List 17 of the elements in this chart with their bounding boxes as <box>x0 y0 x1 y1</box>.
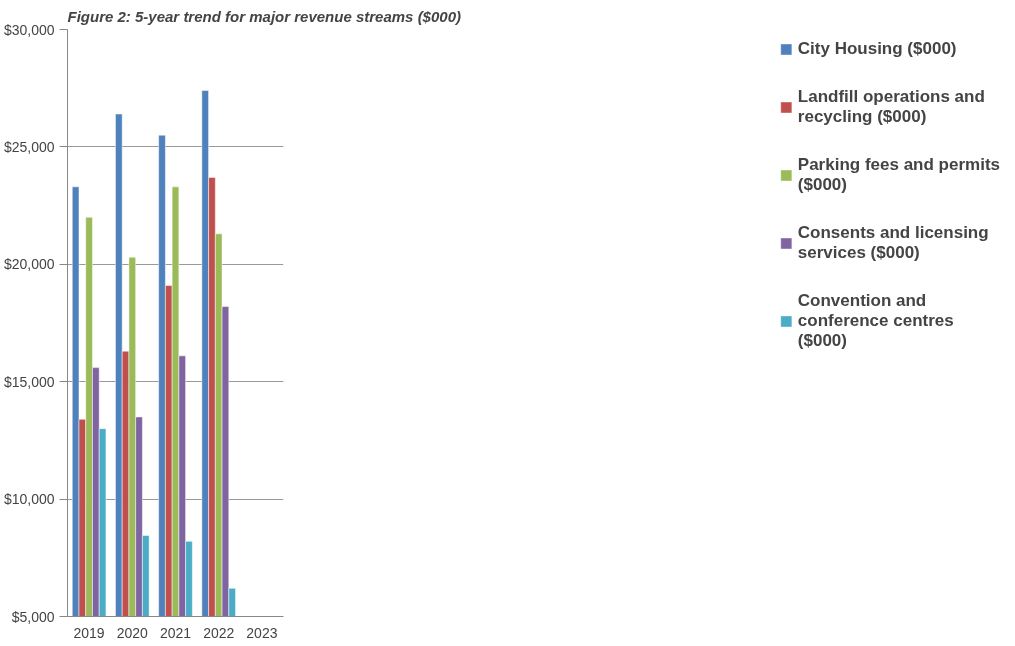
legend-label: Convention and conference centres ($000) <box>797 291 954 351</box>
legend-label: Consents and licensing services ($000) <box>797 223 989 263</box>
y-tick-label: $20,000 <box>3 256 55 273</box>
legend-label: Landfill operations and recycling ($000) <box>797 87 985 127</box>
y-tick-label: $10,000 <box>3 491 55 508</box>
legend-label: Parking fees and permits ($000) <box>797 155 1000 195</box>
x-tick-label: 2020 <box>116 624 149 641</box>
y-tick-label: $30,000 <box>3 21 55 38</box>
y-tick-label: $5,000 <box>11 608 55 625</box>
x-tick-label: 2021 <box>159 624 192 641</box>
x-tick-label: 2019 <box>73 624 105 641</box>
y-tick-label: $25,000 <box>3 138 55 155</box>
chart-title: Figure 2: 5-year trend for major revenue streams ($000) <box>67 7 461 25</box>
y-tick-label: $15,000 <box>3 373 55 390</box>
legend-label: City Housing ($000) <box>797 39 957 59</box>
x-tick-label: 2023 <box>246 624 278 641</box>
x-tick-label: 2022 <box>203 624 235 641</box>
